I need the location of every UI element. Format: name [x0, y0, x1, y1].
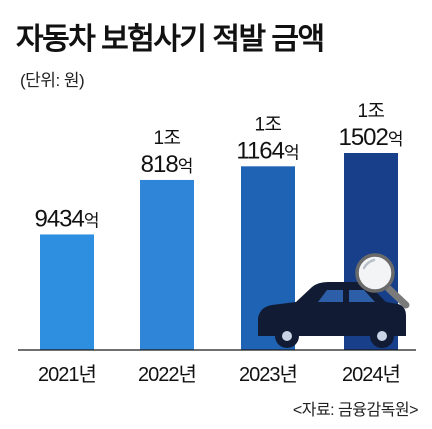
data-label-prefix: 1조 — [357, 101, 384, 122]
data-label: 1164억 — [236, 137, 299, 164]
data-label-number: 1164 — [236, 137, 284, 164]
data-label-suffix: 억 — [84, 211, 100, 230]
source-note: <자료: 금융감독원> — [292, 402, 419, 419]
bar-2022년 — [140, 179, 194, 350]
data-label: 818억 — [141, 151, 194, 178]
data-label-number: 1502 — [338, 124, 388, 151]
data-label-number: 818 — [141, 151, 179, 178]
data-label-prefix: 1조 — [254, 114, 281, 135]
x-tick-label: 2021년 — [38, 363, 96, 386]
data-label-number: 9434 — [34, 205, 84, 232]
data-label: 9434억 — [34, 205, 99, 232]
car-icon — [258, 282, 406, 348]
data-label-suffix: 억 — [178, 157, 194, 176]
data-label-prefix: 1조 — [153, 128, 180, 149]
bar-2021년 — [40, 234, 94, 350]
data-label: 1502억 — [338, 124, 403, 151]
data-label-suffix: 억 — [388, 130, 404, 149]
unit-label: (단위: 원) — [20, 71, 85, 90]
data-label-suffix: 억 — [284, 143, 300, 162]
magnifying-glass-icon — [355, 253, 410, 309]
x-tick-label: 2022년 — [138, 363, 196, 386]
page-title: 자동차 보험사기 적발 금액 — [16, 23, 325, 56]
x-tick-label: 2024년 — [342, 363, 400, 386]
x-tick-label: 2023년 — [239, 363, 297, 386]
